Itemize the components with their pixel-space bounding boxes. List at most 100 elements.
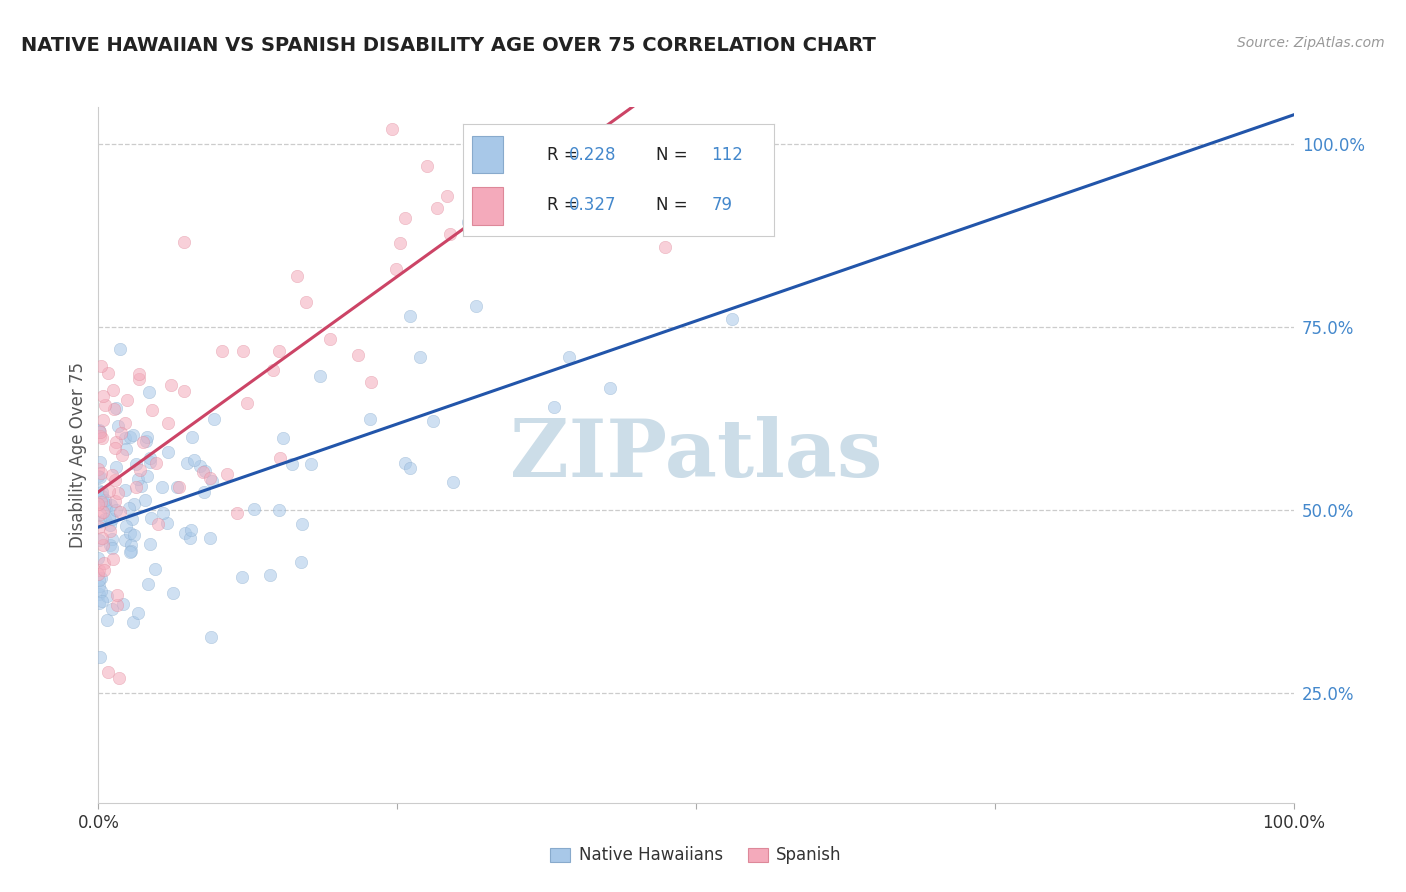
Point	[100, 538, 122, 552]
Y-axis label: Disability Age Over 75: Disability Age Over 75	[69, 362, 87, 548]
Point	[557, 350, 579, 364]
Point	[107, 485, 129, 500]
Point	[101, 468, 124, 483]
Point	[138, 385, 160, 400]
Point	[93, 556, 115, 570]
Point	[139, 511, 162, 525]
Point	[281, 458, 304, 472]
Point	[114, 533, 136, 548]
Point	[90, 495, 112, 509]
Point	[399, 460, 422, 475]
Point	[150, 480, 173, 494]
Point	[271, 431, 294, 445]
Point	[124, 480, 146, 494]
Point	[143, 562, 166, 576]
Point	[439, 227, 461, 241]
Point	[148, 517, 170, 532]
Point	[381, 122, 404, 136]
Point	[139, 455, 162, 469]
Point	[89, 507, 111, 521]
Point	[145, 456, 167, 470]
Point	[91, 413, 114, 427]
Point	[319, 332, 342, 346]
Point	[267, 343, 290, 358]
Point	[132, 434, 155, 449]
Point	[87, 423, 110, 437]
Point	[111, 448, 134, 462]
Text: ZIPatlas: ZIPatlas	[510, 416, 882, 494]
Point	[108, 342, 131, 356]
Point	[108, 506, 131, 520]
Point	[87, 550, 110, 565]
Point	[94, 498, 117, 512]
Point	[105, 401, 128, 415]
Point	[87, 483, 110, 497]
Point	[156, 516, 179, 531]
Point	[181, 430, 204, 444]
Point	[100, 512, 122, 526]
Point	[115, 392, 138, 407]
Point	[89, 469, 111, 483]
Point	[115, 442, 138, 456]
Point	[399, 309, 422, 323]
Point	[211, 344, 233, 359]
Point	[87, 533, 110, 547]
Point	[388, 235, 411, 250]
Point	[408, 350, 430, 364]
Point	[118, 500, 141, 515]
Point	[114, 431, 136, 445]
Point	[436, 189, 458, 203]
Point	[129, 463, 152, 477]
Point	[294, 294, 316, 309]
Point	[93, 512, 115, 526]
Point	[110, 425, 132, 440]
Point	[204, 412, 226, 426]
Point	[654, 240, 676, 254]
Point	[236, 396, 259, 410]
Point	[96, 589, 118, 603]
Point	[129, 479, 152, 493]
Point	[188, 459, 211, 474]
Point	[93, 563, 115, 577]
Point	[118, 525, 141, 540]
Point	[89, 425, 111, 440]
Point	[104, 473, 127, 487]
Point	[394, 456, 416, 470]
Point	[120, 538, 142, 552]
Point	[122, 528, 145, 542]
Point	[91, 594, 114, 608]
Point	[162, 586, 184, 600]
Point	[543, 401, 565, 415]
Point	[87, 424, 110, 438]
Point	[96, 613, 118, 627]
Point	[87, 573, 110, 587]
Point	[167, 479, 190, 493]
Point	[101, 551, 124, 566]
Point	[217, 467, 239, 481]
Point	[121, 512, 143, 526]
Point	[98, 484, 121, 499]
Point	[721, 312, 744, 326]
Point	[114, 416, 136, 430]
Point	[122, 497, 145, 511]
Point	[97, 366, 120, 380]
Point	[422, 414, 444, 428]
Point	[127, 607, 149, 621]
Point	[174, 525, 197, 540]
Point	[290, 555, 312, 569]
Point	[103, 402, 125, 417]
Point	[359, 412, 381, 426]
Point	[200, 631, 222, 645]
Point	[127, 472, 149, 486]
Point	[135, 434, 157, 449]
Point	[100, 532, 122, 546]
Text: NATIVE HAWAIIAN VS SPANISH DISABILITY AGE OVER 75 CORRELATION CHART: NATIVE HAWAIIAN VS SPANISH DISABILITY AG…	[21, 36, 876, 54]
Point	[135, 429, 157, 443]
Point	[156, 416, 179, 430]
Point	[104, 434, 127, 449]
Point	[231, 570, 253, 584]
Point	[100, 524, 122, 538]
Point	[136, 469, 159, 483]
Point	[90, 467, 112, 481]
Point	[457, 215, 479, 229]
